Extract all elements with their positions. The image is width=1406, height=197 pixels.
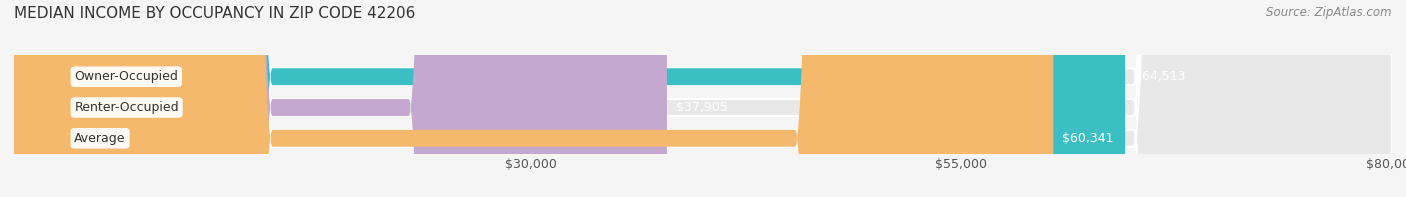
Text: Owner-Occupied: Owner-Occupied [75, 70, 179, 83]
FancyBboxPatch shape [14, 0, 1053, 197]
Text: Source: ZipAtlas.com: Source: ZipAtlas.com [1267, 6, 1392, 19]
Text: MEDIAN INCOME BY OCCUPANCY IN ZIP CODE 42206: MEDIAN INCOME BY OCCUPANCY IN ZIP CODE 4… [14, 6, 415, 21]
Text: $64,513: $64,513 [1133, 70, 1185, 83]
Text: Renter-Occupied: Renter-Occupied [75, 101, 179, 114]
FancyBboxPatch shape [14, 0, 1392, 197]
Text: Average: Average [75, 132, 127, 145]
Text: $37,905: $37,905 [675, 101, 727, 114]
FancyBboxPatch shape [14, 0, 1392, 197]
FancyBboxPatch shape [14, 0, 1125, 197]
FancyBboxPatch shape [14, 0, 1392, 197]
Text: $60,341: $60,341 [1062, 132, 1114, 145]
FancyBboxPatch shape [14, 0, 666, 197]
